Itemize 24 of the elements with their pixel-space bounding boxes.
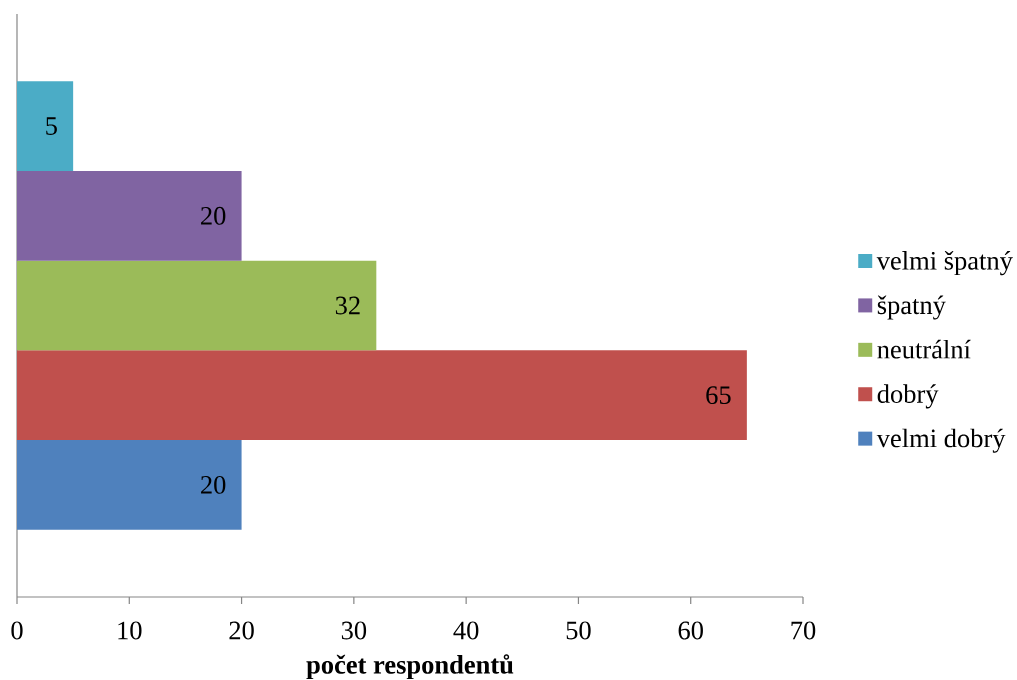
x-tick-label: 50 — [566, 621, 591, 640]
legend-label: velmi dobrý — [876, 428, 1006, 453]
legend-label: špatný — [877, 295, 946, 320]
data-label: 20 — [201, 206, 226, 225]
legend-label: velmi špatný — [876, 251, 1013, 276]
x-tick-label: 10 — [118, 621, 142, 640]
x-tick-label: 20 — [229, 621, 254, 640]
bar — [17, 350, 747, 441]
x-tick-label: 60 — [678, 621, 703, 640]
bar — [17, 170, 242, 261]
x-tick-label: 70 — [791, 621, 816, 640]
data-label: 65 — [706, 386, 731, 405]
bar — [17, 440, 242, 530]
bar — [17, 81, 74, 171]
data-label: 5 — [46, 117, 57, 135]
legend-label: neutrální — [877, 339, 971, 359]
x-tick-label: 30 — [341, 621, 367, 640]
x-axis-title: počet respondentů — [306, 654, 514, 680]
legend-label: dobrý — [877, 384, 939, 409]
x-tick-label: 0 — [11, 621, 23, 640]
data-label: 32 — [335, 296, 360, 315]
bar — [17, 260, 377, 351]
data-label: 20 — [201, 475, 226, 494]
x-tick-label: 40 — [453, 621, 479, 640]
